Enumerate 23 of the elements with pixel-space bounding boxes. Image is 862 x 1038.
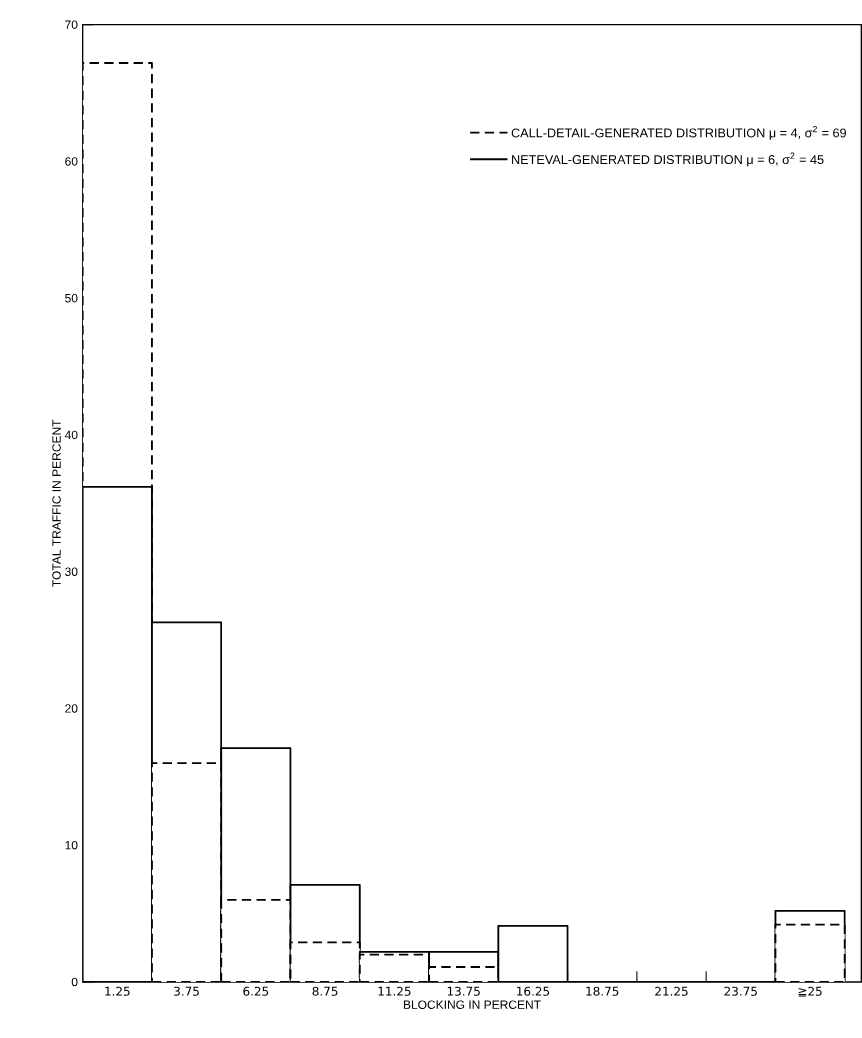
x-tick-label: 18.75 [586, 986, 619, 996]
y-tick-label: 30 [65, 567, 78, 576]
x-tick-label: 16.25 [517, 986, 550, 996]
legend-label: CALL-DETAIL-GENERATED DISTRIBUTION μ = 4, σ$^{2}$ = 69 [511, 126, 846, 140]
legend-label: NETEVAL-GENERATED DISTRIBUTION μ = 6, σ$^{2}$ = 45 [512, 152, 824, 167]
x-tick-label: 13.75 [447, 986, 480, 996]
x-tick-label: 23.75 [724, 986, 757, 996]
y-tick-label: 60 [65, 157, 78, 166]
x-tick-label: 21.25 [655, 986, 688, 996]
y-tick-label: 70 [65, 20, 78, 29]
y-tick-label: 20 [65, 704, 78, 713]
x-axis-title: BLOCKING IN PERCENT [403, 1000, 541, 1009]
x-tick-label: 8.75 [312, 986, 338, 996]
x-tick-label: 6.25 [243, 986, 269, 996]
y-tick-label: 40 [64, 430, 78, 440]
x-tick-label: 3.75 [174, 986, 199, 996]
y-tick-label: 10 [65, 840, 78, 850]
x-tick-label: ≧25 [798, 986, 822, 997]
y-tick-label: 50 [65, 293, 78, 303]
y-axis-title: TOTAL TRAFFIC IN PERCENT [52, 419, 61, 587]
x-tick-label: 1.25 [105, 986, 130, 996]
x-tick-label: 11.25 [378, 986, 411, 996]
y-tick-label: 0 [71, 977, 78, 987]
